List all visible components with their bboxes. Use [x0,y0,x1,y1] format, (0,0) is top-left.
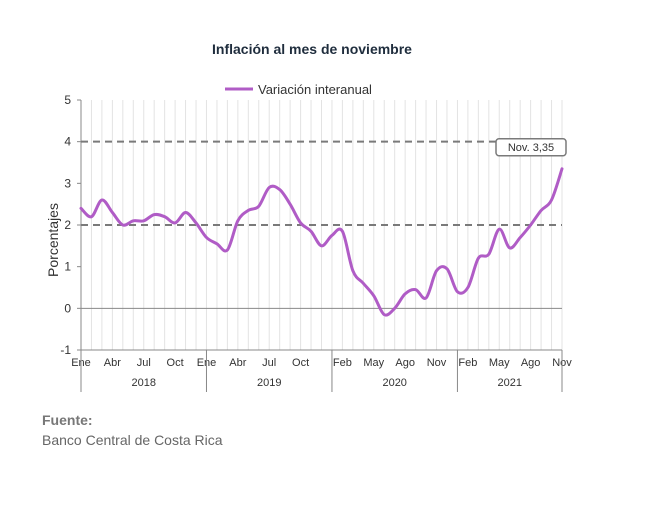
x-year-label: 2019 [257,377,281,389]
x-month-label: Feb [458,357,477,369]
x-month-label: Nov [427,357,447,369]
x-month-label: Ago [521,357,541,369]
x-month-label: Abr [229,357,246,369]
x-month-label: Abr [104,357,121,369]
source-text: Banco Central de Costa Rica [42,432,223,448]
y-tick-label: 3 [64,176,71,190]
annotation: Nov. 3,35 [495,138,567,157]
annotation-label: Nov. 3,35 [508,142,554,154]
y-tick-label: 0 [64,301,71,315]
y-axis-label: Porcentajes [45,203,61,277]
y-tick-label: 2 [64,218,71,232]
x-month-label: Oct [167,357,184,369]
series-layer [79,167,564,317]
chart-title: Inflación al mes de noviembre [212,41,412,57]
x-month-label: May [363,357,384,369]
x-year-label: 2021 [497,377,521,389]
x-month-label: Oct [292,357,309,369]
reference-lines [81,140,562,226]
legend: Variación interanual [225,82,372,97]
source-note: Fuente: Banco Central de Costa Rica [42,410,223,450]
legend-label: Variación interanual [258,82,372,97]
x-year-label: 2018 [131,377,155,389]
y-tick-label: 1 [64,260,71,274]
y-tick-label: -1 [60,343,71,357]
x-month-label: Jul [262,357,276,369]
source-heading: Fuente: [42,412,93,428]
y-tick-label: 4 [64,135,71,149]
y-tick-label: 5 [64,93,71,107]
inflation-chart: Inflación al mes de noviembre Variación … [45,41,572,392]
x-year-label: 2020 [382,377,406,389]
x-month-label: Jul [137,357,151,369]
x-month-label: Feb [333,357,352,369]
x-month-label: Ago [395,357,415,369]
x-month-label: May [489,357,510,369]
series-line-variacion-interanual [79,167,564,317]
annotation-box [495,138,567,157]
